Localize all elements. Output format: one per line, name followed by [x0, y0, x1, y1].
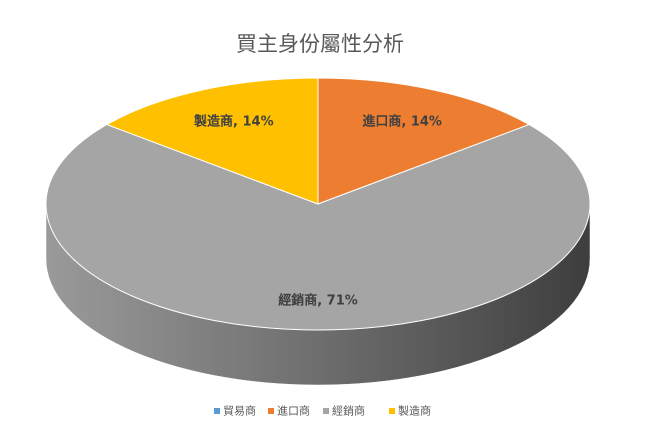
legend-label: 進口商 — [277, 404, 310, 418]
chart-title: 買主身份屬性分析 — [236, 32, 404, 56]
legend-label: 製造商 — [398, 404, 431, 418]
legend-marker — [268, 408, 274, 414]
legend-marker — [323, 408, 329, 414]
legend-label: 經銷商 — [332, 404, 365, 418]
legend-label: 貿易商 — [223, 404, 256, 418]
pie-slice — [317, 77, 531, 205]
legend-marker — [389, 408, 395, 414]
pie-slice — [105, 77, 319, 205]
data-label: 經銷商, 71% — [278, 293, 358, 309]
data-label: 進口商, 14% — [362, 114, 442, 130]
pie-slice — [45, 123, 591, 331]
legend-marker — [214, 408, 220, 414]
data-label: 製造商, 14% — [193, 114, 274, 130]
